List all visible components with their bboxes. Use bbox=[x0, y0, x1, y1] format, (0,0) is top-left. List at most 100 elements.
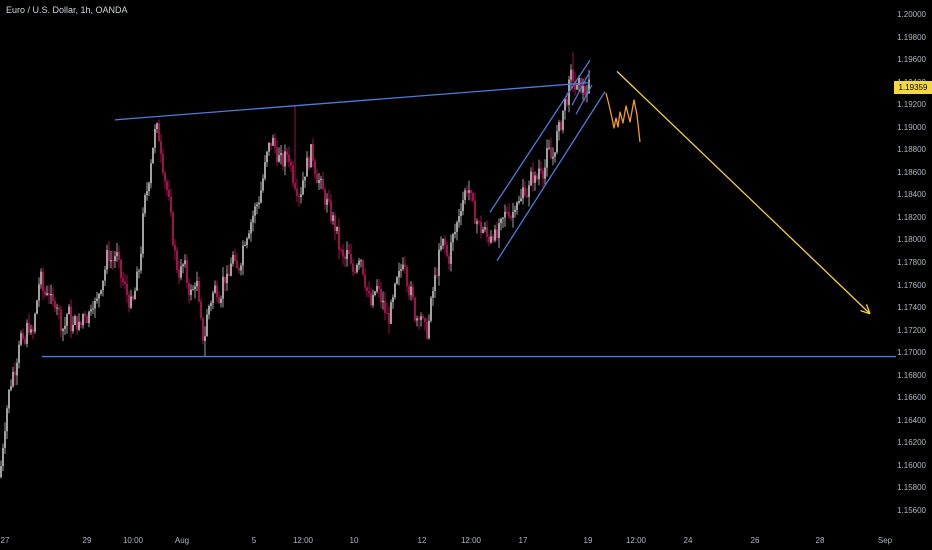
candle-body bbox=[34, 313, 36, 332]
candle-body bbox=[214, 285, 216, 293]
candle-body bbox=[254, 206, 256, 216]
candle-body bbox=[488, 236, 490, 243]
candle-body bbox=[492, 236, 494, 241]
candle-body bbox=[294, 183, 296, 189]
candle-body bbox=[180, 266, 182, 278]
candle-body bbox=[564, 98, 566, 111]
candle-body bbox=[484, 227, 486, 230]
candle-body bbox=[506, 211, 508, 213]
channel-upper-line[interactable] bbox=[489, 59, 591, 213]
candle-body bbox=[330, 201, 332, 221]
candle-body bbox=[20, 333, 22, 345]
candle-body bbox=[510, 216, 512, 218]
candle-body bbox=[46, 293, 48, 295]
candle-body bbox=[256, 204, 258, 207]
candle-body bbox=[228, 273, 230, 276]
candle-body bbox=[288, 154, 290, 162]
time-tick-label: 10:00 bbox=[122, 536, 144, 545]
candle-body bbox=[52, 294, 54, 301]
candle-body bbox=[264, 162, 266, 179]
candle-body bbox=[236, 260, 238, 269]
candle-body bbox=[336, 226, 338, 231]
candle-body bbox=[160, 141, 162, 155]
candle-body bbox=[192, 289, 194, 291]
candle-body bbox=[168, 189, 170, 197]
candle-body bbox=[582, 86, 584, 93]
candle-body bbox=[58, 307, 60, 310]
candle-body bbox=[232, 255, 234, 264]
candle-body bbox=[384, 300, 386, 313]
candle-body bbox=[320, 178, 322, 181]
candle-body bbox=[504, 211, 506, 218]
candle-body bbox=[584, 86, 586, 95]
candle-body bbox=[514, 209, 516, 213]
candle-body bbox=[116, 252, 118, 257]
candle-body bbox=[14, 371, 16, 376]
candle-body bbox=[322, 178, 324, 190]
candle-body bbox=[556, 131, 558, 153]
candle-body bbox=[42, 271, 44, 292]
projection-arrow[interactable] bbox=[616, 70, 871, 315]
candle-body bbox=[346, 250, 348, 260]
time-tick-label: 27 bbox=[0, 536, 10, 545]
channel-box-line[interactable] bbox=[571, 71, 591, 106]
candle-body bbox=[18, 344, 20, 363]
candle-body bbox=[518, 201, 520, 203]
price-tick-label: 1.20000 bbox=[897, 10, 926, 19]
candle-body bbox=[458, 216, 460, 223]
candle-body bbox=[312, 144, 314, 161]
candle-body bbox=[530, 171, 532, 186]
candle-body bbox=[230, 263, 232, 276]
candle-body bbox=[226, 273, 228, 284]
candle-body bbox=[282, 153, 284, 167]
candle-body bbox=[150, 163, 152, 184]
candle-body bbox=[6, 408, 8, 432]
candle-body bbox=[474, 200, 476, 224]
candle-body bbox=[56, 307, 58, 309]
candle-body bbox=[362, 260, 364, 275]
candle-body bbox=[36, 300, 38, 314]
candle-body bbox=[4, 431, 6, 448]
candle-body bbox=[84, 313, 86, 316]
candle-body bbox=[450, 242, 452, 264]
candle-body bbox=[50, 294, 52, 296]
candle-body bbox=[528, 185, 530, 197]
candle-body bbox=[78, 321, 80, 330]
channel-lower-line[interactable] bbox=[496, 91, 606, 262]
candle-body bbox=[242, 245, 244, 266]
candle-body bbox=[212, 292, 214, 304]
candle-body bbox=[80, 321, 82, 326]
candle-body bbox=[350, 253, 352, 264]
candle-body bbox=[546, 148, 548, 168]
candle-body bbox=[234, 255, 236, 261]
projection-arrowhead[interactable] bbox=[860, 310, 871, 315]
candle-body bbox=[316, 174, 318, 183]
candle-body bbox=[114, 256, 116, 261]
candlestick-series bbox=[0, 52, 590, 479]
candle-body bbox=[100, 290, 102, 294]
drawing-layer[interactable] bbox=[42, 59, 896, 358]
candle-body bbox=[76, 316, 78, 330]
candle-body bbox=[426, 322, 428, 339]
projection-arrowhead[interactable] bbox=[865, 304, 871, 314]
candle-body bbox=[108, 250, 110, 262]
candle-body bbox=[38, 284, 40, 301]
candle-body bbox=[300, 194, 302, 198]
sketch-path[interactable] bbox=[605, 92, 641, 143]
time-tick-label: 17 bbox=[518, 536, 528, 545]
channel-box-line[interactable] bbox=[575, 84, 593, 115]
candle-body bbox=[332, 215, 334, 221]
candle-body bbox=[2, 447, 4, 467]
resistance-trendline[interactable] bbox=[114, 81, 591, 121]
candle-body bbox=[536, 175, 538, 180]
candle-body bbox=[516, 202, 518, 210]
candle-body bbox=[558, 122, 560, 132]
candle-body bbox=[540, 168, 542, 171]
candle-body bbox=[572, 69, 574, 82]
candle-body bbox=[182, 264, 184, 267]
candle-body bbox=[464, 190, 466, 200]
candle-body bbox=[398, 270, 400, 278]
candle-body bbox=[266, 151, 268, 163]
candle-body bbox=[172, 212, 174, 246]
